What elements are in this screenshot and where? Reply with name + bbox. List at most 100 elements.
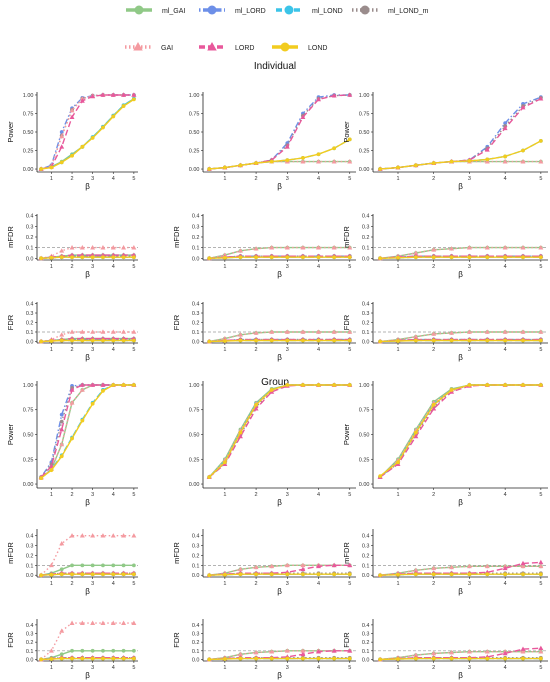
x-tick-label: 4 — [317, 492, 320, 498]
x-axis-label: β — [277, 587, 282, 596]
data-point — [49, 339, 54, 343]
legend-key-marker — [280, 42, 290, 52]
series-ml-lord — [39, 93, 136, 171]
series-line-gai — [379, 384, 541, 478]
data-point — [449, 649, 455, 655]
data-point — [485, 157, 490, 162]
data-point — [347, 137, 352, 142]
data-point — [449, 656, 454, 661]
data-point — [332, 656, 337, 661]
y-tick-label: 0.50 — [189, 130, 200, 136]
data-point — [69, 114, 75, 120]
data-point — [331, 648, 337, 653]
series-line-ml-lord — [209, 94, 350, 170]
y-tick-label: 0.2 — [26, 640, 34, 646]
data-point — [237, 248, 243, 253]
x-tick-label: 2 — [432, 581, 435, 587]
data-point — [131, 648, 136, 653]
x-tick-label: 5 — [132, 264, 135, 270]
data-point — [59, 144, 65, 149]
data-point — [301, 255, 305, 260]
x-axis-label: β — [458, 498, 463, 507]
data-point — [347, 245, 353, 250]
data-point — [316, 383, 321, 387]
x-tick-label: 3 — [91, 665, 94, 671]
data-point — [131, 338, 136, 343]
data-point — [70, 255, 74, 260]
y-tick-label: 0.3 — [192, 632, 200, 638]
data-point — [79, 382, 85, 387]
legend-key-marker — [134, 5, 144, 15]
series-ml-gai — [39, 563, 136, 578]
data-point — [254, 656, 258, 661]
data-point — [131, 563, 136, 568]
data-point — [449, 338, 454, 343]
data-point — [396, 255, 400, 260]
data-point — [520, 159, 526, 164]
series-line-gai — [40, 535, 134, 576]
series-line-ml-lond-m — [380, 97, 542, 170]
y-tick-label: 0.4 — [26, 623, 34, 629]
data-point — [131, 92, 137, 97]
data-point — [396, 657, 400, 661]
series-line-lond — [208, 384, 350, 478]
x-axis-label: β — [277, 353, 282, 362]
data-point — [316, 572, 321, 577]
x-tick-label: 3 — [91, 581, 94, 587]
data-point — [467, 338, 472, 343]
data-point — [90, 245, 96, 250]
x-tick-label: 2 — [71, 264, 74, 270]
x-tick-label: 4 — [317, 176, 320, 182]
data-point — [378, 339, 383, 344]
data-point — [502, 159, 508, 164]
x-tick-label: 2 — [255, 665, 258, 671]
data-point — [207, 657, 212, 662]
x-tick-label: 1 — [50, 581, 53, 587]
series-line-lord — [379, 384, 541, 478]
y-tick-label: 0.1 — [192, 246, 200, 252]
data-point — [90, 382, 96, 387]
data-point — [222, 165, 227, 170]
x-tick-label: 3 — [286, 581, 289, 587]
data-point — [520, 560, 526, 566]
data-point — [269, 572, 274, 577]
x-tick-label: 4 — [317, 665, 320, 671]
data-point — [301, 572, 305, 577]
data-point — [101, 338, 105, 343]
data-point — [396, 339, 400, 343]
series-line-ml-lond-m — [380, 572, 541, 576]
data-point — [39, 167, 44, 171]
panel-individual-r2-c1: 0.0 0.1 0.2 0.3 0.4 1 2 3 4 5 β mFDR — [6, 214, 138, 279]
data-point — [131, 383, 136, 387]
legend-label: ml_GAI — [162, 8, 185, 15]
x-tick-label: 2 — [432, 176, 435, 182]
y-tick-label: 0.25 — [23, 149, 34, 155]
x-axis-label: β — [85, 182, 90, 191]
series-ml-gai — [39, 648, 136, 662]
data-point — [413, 430, 418, 435]
x-tick-label: 2 — [255, 264, 258, 270]
data-point — [332, 338, 337, 343]
data-point — [538, 329, 544, 334]
data-point — [269, 563, 275, 569]
data-point — [431, 650, 437, 656]
data-point — [79, 533, 85, 538]
x-tick-label: 5 — [132, 581, 135, 587]
data-point — [431, 572, 436, 577]
series-line-lond — [379, 384, 541, 477]
y-tick-label: 0.3 — [362, 311, 370, 317]
data-point — [39, 657, 44, 662]
x-tick-label: 5 — [539, 581, 542, 587]
data-point — [538, 572, 543, 577]
data-point — [269, 388, 274, 392]
x-tick-label: 4 — [112, 176, 115, 182]
data-point — [466, 649, 472, 654]
y-tick-label: 0.2 — [362, 553, 370, 559]
data-point — [237, 651, 243, 657]
data-point — [431, 656, 436, 661]
data-point — [49, 255, 54, 260]
x-tick-label: 4 — [112, 347, 115, 353]
series-ml-lond-m — [378, 383, 543, 480]
data-point — [39, 256, 44, 261]
data-point — [301, 383, 305, 387]
